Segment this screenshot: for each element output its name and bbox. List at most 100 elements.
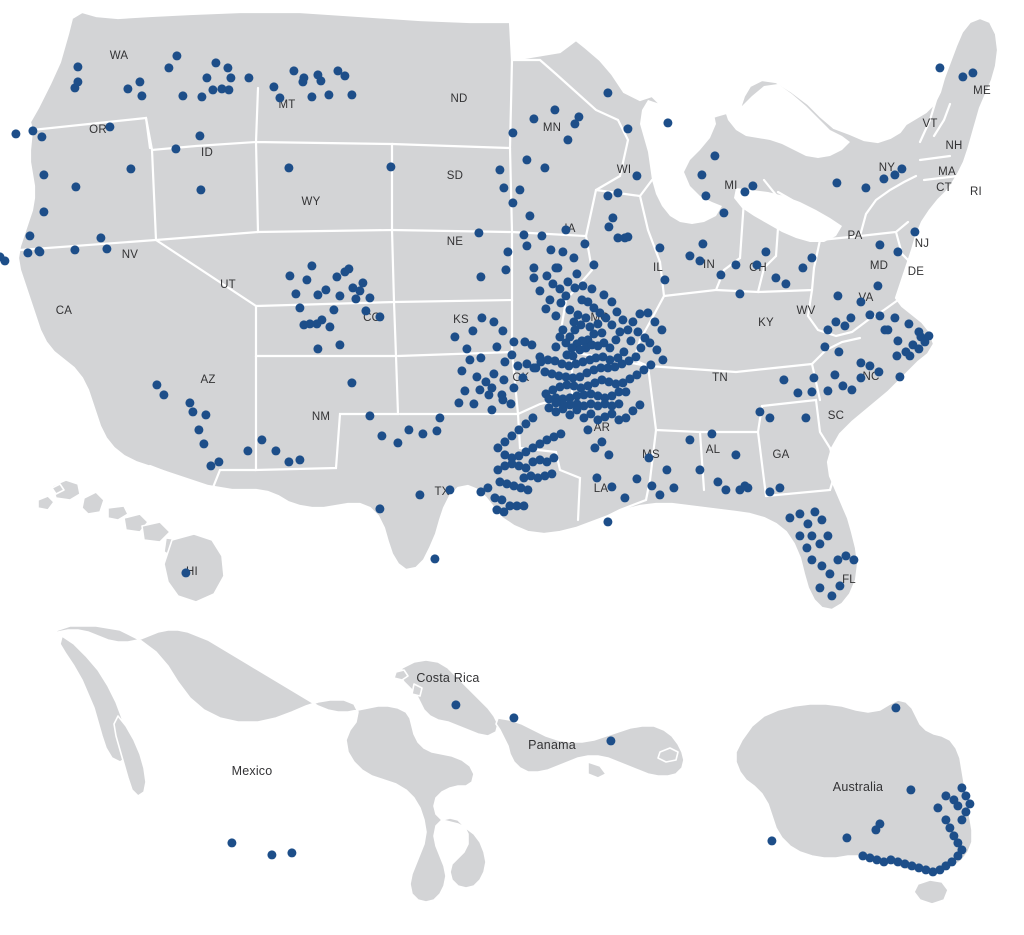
location-dot — [838, 381, 848, 391]
location-dot — [765, 413, 775, 423]
location-dot — [701, 191, 711, 201]
location-dot — [340, 71, 350, 81]
location-dot — [574, 112, 584, 122]
location-dot — [589, 365, 599, 375]
location-dot — [561, 372, 571, 382]
location-dot — [928, 867, 938, 877]
location-dot — [597, 437, 607, 447]
location-dot — [519, 230, 529, 240]
location-dot — [603, 88, 613, 98]
location-dot — [476, 487, 486, 497]
location-dot — [941, 791, 951, 801]
location-dot — [935, 63, 945, 73]
location-dot — [953, 801, 963, 811]
location-dot — [11, 129, 21, 139]
location-dot — [779, 375, 789, 385]
location-dot — [856, 297, 866, 307]
location-dot — [514, 425, 524, 435]
location-dot — [621, 413, 631, 423]
location-dot — [523, 485, 533, 495]
location-dot — [610, 362, 620, 372]
location-dot — [957, 845, 967, 855]
location-dot — [172, 51, 182, 61]
location-dot — [897, 164, 907, 174]
location-dot — [556, 429, 566, 439]
location-dot — [593, 319, 603, 329]
location-dot — [600, 412, 610, 422]
location-dot — [477, 313, 487, 323]
location-dot — [223, 63, 233, 73]
location-dot — [914, 344, 924, 354]
location-dot — [313, 344, 323, 354]
location-dot — [893, 336, 903, 346]
location-dot — [578, 357, 588, 367]
location-dot — [669, 483, 679, 493]
location-dot — [497, 495, 507, 505]
location-dot — [583, 425, 593, 435]
location-dot — [332, 272, 342, 282]
location-dot — [628, 406, 638, 416]
location-dot — [181, 568, 191, 578]
location-dot — [37, 132, 47, 142]
location-dot — [591, 353, 601, 363]
location-dot — [910, 227, 920, 237]
location-dot — [565, 332, 575, 342]
location-dot — [553, 263, 563, 273]
location-dot — [509, 383, 519, 393]
location-dot — [567, 343, 577, 353]
location-dot — [713, 477, 723, 487]
location-dot — [541, 304, 551, 314]
location-dot — [807, 253, 817, 263]
location-dot — [565, 400, 575, 410]
location-dot — [558, 394, 568, 404]
location-dot — [548, 279, 558, 289]
location-dot — [906, 785, 916, 795]
location-dot — [892, 351, 902, 361]
location-dot — [514, 461, 524, 471]
location-dot — [793, 388, 803, 398]
location-dot — [589, 303, 599, 313]
location-dot — [633, 327, 643, 337]
location-dot — [809, 373, 819, 383]
location-dot — [597, 375, 607, 385]
location-dot — [307, 92, 317, 102]
location-dot — [618, 378, 628, 388]
location-dot — [188, 407, 198, 417]
location-dot — [489, 369, 499, 379]
location-dot — [858, 851, 868, 861]
location-dot — [460, 386, 470, 396]
location-dot — [593, 341, 603, 351]
location-dot — [620, 493, 630, 503]
location-dot — [618, 315, 628, 325]
location-dot — [500, 357, 510, 367]
location-dot — [879, 857, 889, 867]
location-dot — [581, 343, 591, 353]
location-dot — [185, 398, 195, 408]
location-dot — [518, 373, 528, 383]
location-dot — [312, 319, 322, 329]
location-dot — [305, 319, 315, 329]
location-dot — [244, 73, 254, 83]
location-dot — [901, 347, 911, 357]
location-dot — [501, 265, 511, 275]
location-dot — [957, 815, 967, 825]
location-dot — [580, 239, 590, 249]
location-dot — [487, 405, 497, 415]
location-dot — [599, 290, 609, 300]
location-dot — [920, 337, 930, 347]
location-dot — [197, 92, 207, 102]
location-dot — [506, 399, 516, 409]
location-dot — [551, 407, 561, 417]
location-dot — [895, 372, 905, 382]
location-dot — [621, 387, 631, 397]
location-dot — [558, 325, 568, 335]
location-dot — [507, 459, 517, 469]
location-dot — [196, 185, 206, 195]
location-dot — [807, 387, 817, 397]
location-dot — [647, 481, 657, 491]
location-dot — [841, 551, 851, 561]
location-dot — [195, 131, 205, 141]
location-dot — [619, 347, 629, 357]
location-dot — [572, 339, 582, 349]
location-dot — [377, 431, 387, 441]
